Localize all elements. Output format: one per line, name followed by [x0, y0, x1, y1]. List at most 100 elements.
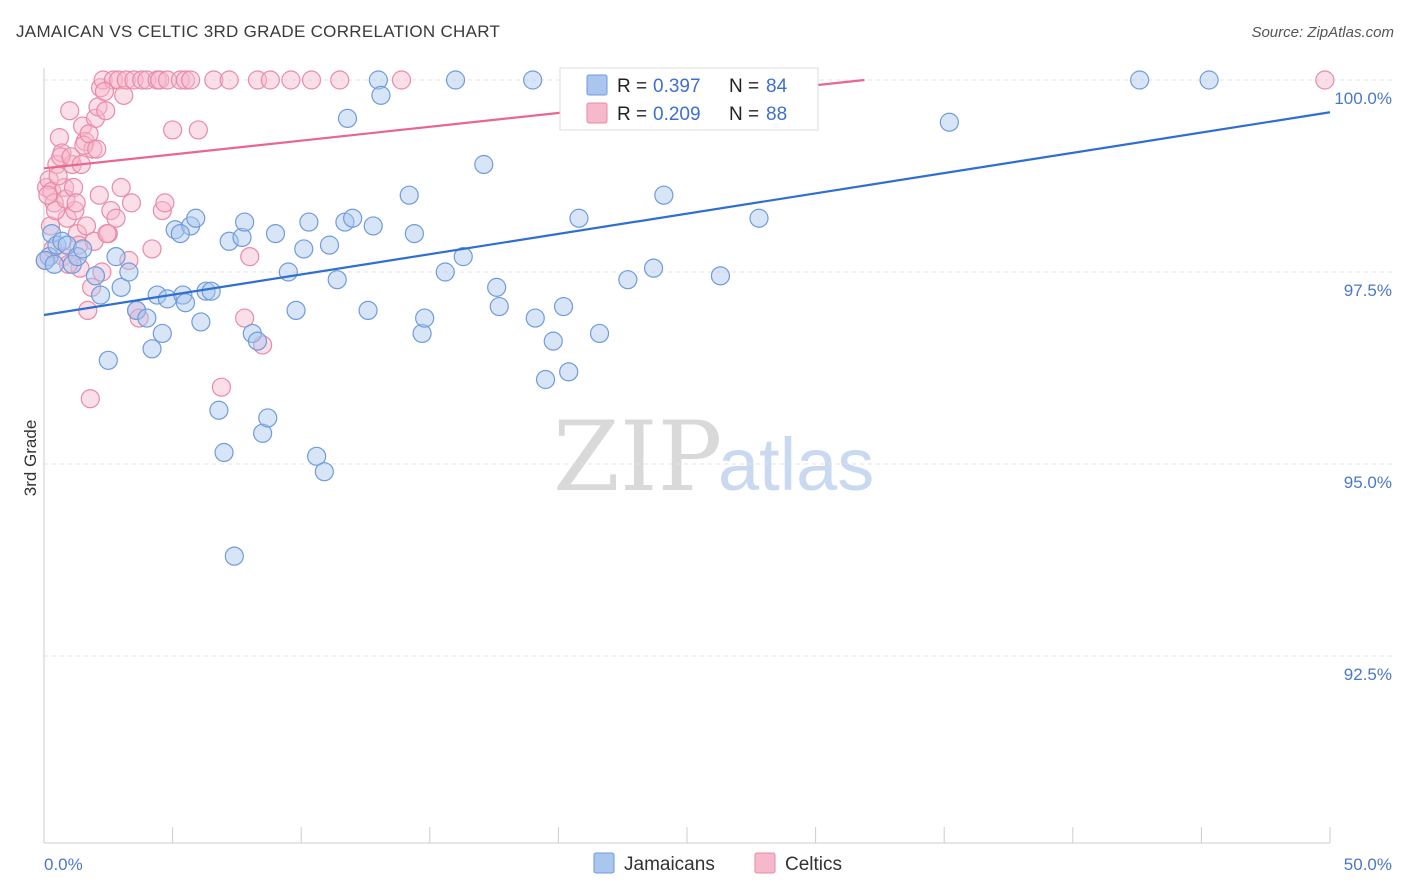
data-point-jamaicans — [186, 208, 206, 228]
data-point-jamaicans — [535, 369, 556, 390]
y-tick-label: 100.0% — [1334, 89, 1392, 108]
data-point-jamaicans — [618, 270, 638, 290]
data-point-jamaicans — [232, 227, 252, 248]
data-point-celtics — [94, 81, 115, 102]
data-point-jamaicans — [219, 231, 239, 251]
data-point-celtics — [40, 216, 61, 236]
data-point-jamaicans — [363, 216, 383, 236]
data-point-celtics — [38, 185, 58, 205]
data-point-celtics — [74, 135, 94, 155]
data-point-jamaicans — [106, 247, 126, 267]
data-point-celtics — [57, 208, 77, 228]
data-point-jamaicans — [435, 262, 455, 282]
data-point-jamaicans — [404, 224, 424, 244]
source-label: Source: ZipAtlas.com — [1251, 24, 1394, 41]
data-point-jamaicans — [399, 185, 419, 205]
data-point-jamaicans — [489, 296, 509, 317]
data-point-jamaicans — [142, 339, 162, 359]
data-point-celtics — [163, 120, 183, 140]
data-point-celtics — [111, 177, 131, 198]
y-axis-label: 3rd Grade — [21, 420, 40, 497]
data-point-jamaicans — [235, 212, 255, 232]
data-point-celtics — [49, 128, 70, 148]
data-point-jamaicans — [319, 235, 340, 255]
data-point-jamaicans — [453, 247, 473, 267]
data-point-celtics — [240, 247, 260, 267]
y-tick-label: 95.0% — [1344, 473, 1392, 492]
data-point-jamaicans — [307, 446, 327, 466]
stats-swatch-jamaicans — [586, 74, 608, 96]
data-point-jamaicans — [85, 266, 106, 286]
data-point-celtics — [281, 70, 301, 90]
data-point-jamaicans — [343, 208, 363, 228]
data-point-jamaicans — [52, 231, 72, 251]
data-point-jamaicans — [1199, 70, 1219, 90]
data-point-celtics — [97, 224, 117, 244]
data-point-jamaicans — [258, 408, 278, 428]
legend-label-jamaicans: Jamaicans — [624, 854, 715, 875]
data-point-jamaicans — [487, 277, 507, 297]
data-point-celtics — [170, 70, 190, 90]
data-point-celtics — [48, 166, 68, 186]
data-point-jamaicans — [209, 400, 229, 420]
data-point-jamaicans — [98, 350, 118, 370]
data-point-celtics — [150, 70, 170, 90]
data-point-jamaicans — [201, 281, 221, 301]
data-point-celtics — [121, 193, 142, 213]
data-point-celtics — [301, 70, 322, 90]
stats-r-label-celtics: R = — [617, 104, 647, 125]
data-point-celtics — [181, 70, 201, 90]
data-point-jamaicans — [589, 323, 610, 344]
data-point-celtics — [175, 70, 196, 90]
data-point-jamaicans — [749, 208, 769, 228]
data-point-celtics — [114, 85, 134, 105]
data-point-celtics — [391, 70, 412, 90]
data-point-celtics — [235, 308, 255, 328]
data-point-jamaicans — [42, 224, 62, 244]
x-tick-label-max: 50.0% — [1344, 855, 1392, 874]
data-point-celtics — [60, 101, 80, 121]
data-point-celtics — [78, 300, 98, 320]
jamaicans-points — [35, 70, 1219, 566]
watermark-zip: ZIP — [553, 401, 722, 513]
data-point-jamaicans — [525, 308, 545, 328]
data-point-celtics — [76, 216, 97, 236]
data-point-celtics — [89, 185, 109, 205]
data-point-jamaicans — [299, 212, 319, 232]
x-tick-label-min: 0.0% — [44, 855, 83, 874]
data-point-jamaicans — [474, 154, 494, 175]
data-point-jamaicans — [111, 277, 131, 297]
data-point-celtics — [260, 70, 280, 90]
data-point-jamaicans — [559, 362, 579, 382]
chart-title: JAMAICAN VS CELTIC 3RD GRADE CORRELATION… — [16, 22, 501, 41]
data-point-jamaicans — [224, 546, 244, 566]
data-point-celtics — [66, 193, 86, 213]
stats-n-value-celtics: 88 — [766, 104, 787, 125]
data-point-jamaicans — [543, 331, 563, 351]
data-point-jamaicans — [191, 312, 211, 332]
data-point-jamaicans — [165, 220, 185, 240]
data-point-jamaicans — [939, 112, 959, 132]
data-point-celtics — [155, 193, 175, 213]
data-point-jamaicans — [253, 423, 273, 443]
data-point-celtics — [119, 250, 139, 271]
data-point-jamaicans — [412, 323, 432, 344]
y-tick-label: 97.5% — [1344, 281, 1392, 300]
data-point-jamaicans — [286, 300, 306, 320]
data-point-jamaicans — [152, 323, 172, 344]
data-point-celtics — [219, 70, 239, 90]
data-point-celtics — [80, 389, 100, 409]
data-point-jamaicans — [523, 70, 543, 90]
data-point-celtics — [129, 308, 149, 328]
gridlines — [44, 79, 1392, 657]
stats-n-label-jamaicans: N = — [729, 76, 759, 97]
data-point-celtics — [330, 70, 350, 90]
data-point-jamaicans — [72, 239, 93, 259]
data-point-jamaicans — [445, 70, 466, 90]
data-point-celtics — [63, 177, 84, 198]
stats-n-value-jamaicans: 84 — [766, 76, 788, 97]
data-point-jamaicans — [415, 308, 435, 328]
bottom-legend: Jamaicans Celtics — [593, 852, 842, 875]
data-point-jamaicans — [337, 108, 358, 129]
data-point-celtics — [44, 193, 64, 213]
